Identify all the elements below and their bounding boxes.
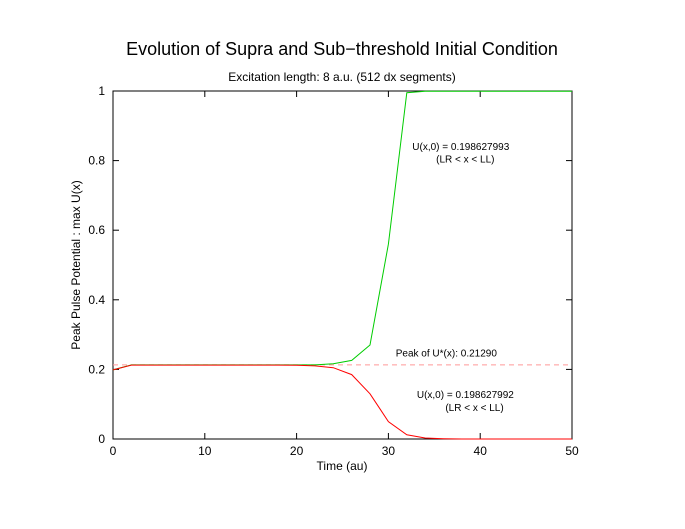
series-line-sub-threshold: [112, 364, 572, 440]
annotation-label: U(x,0) = 0.198627993: [412, 142, 509, 153]
y-tick-label: 0.4: [88, 293, 105, 307]
annotation-label: (LR < x < LL): [445, 403, 503, 414]
y-tick-label: 0.6: [88, 223, 105, 237]
x-tick-label: 10: [198, 444, 212, 458]
plot-area: 0 10 20 30 40 50 0 0.2 0.4 0.6 0.8 1 U(x,0) = 0.198…: [88, 84, 579, 458]
series-line-supra-threshold: [112, 90, 572, 371]
y-tick-label: 0.2: [88, 362, 105, 376]
x-tick-label: 20: [290, 444, 304, 458]
x-tick-label: 0: [110, 444, 117, 458]
x-axis-label: Time (au): [317, 459, 368, 473]
axis-ticks: 0 10 20 30 40 50 0 0.2 0.4 0.6 0.8 1: [88, 84, 579, 458]
x-tick-label: 50: [565, 444, 579, 458]
x-tick-label: 30: [382, 444, 396, 458]
chart-subtitle: Excitation length: 8 a.u. (512 dx segmen…: [228, 70, 455, 84]
series-group: [112, 90, 572, 440]
annotation-label: U(x,0) = 0.198627992: [417, 390, 514, 401]
plot-frame: [112, 90, 573, 440]
annotation-label: (LR < x < LL): [436, 154, 494, 165]
chart-title: Evolution of Supra and Sub−threshold Ini…: [126, 39, 558, 59]
x-tick-label: 40: [474, 444, 488, 458]
y-tick-label: 0.8: [88, 154, 105, 168]
y-axis-label: Peak Pulse Potential : max U(x): [69, 180, 83, 349]
annotations-group: U(x,0) = 0.198627993(LR < x < LL)Peak of…: [396, 142, 515, 414]
y-tick-label: 1: [98, 84, 105, 98]
annotation-label: Peak of U*(x): 0.21290: [396, 349, 498, 360]
y-tick-label: 0: [98, 432, 105, 446]
